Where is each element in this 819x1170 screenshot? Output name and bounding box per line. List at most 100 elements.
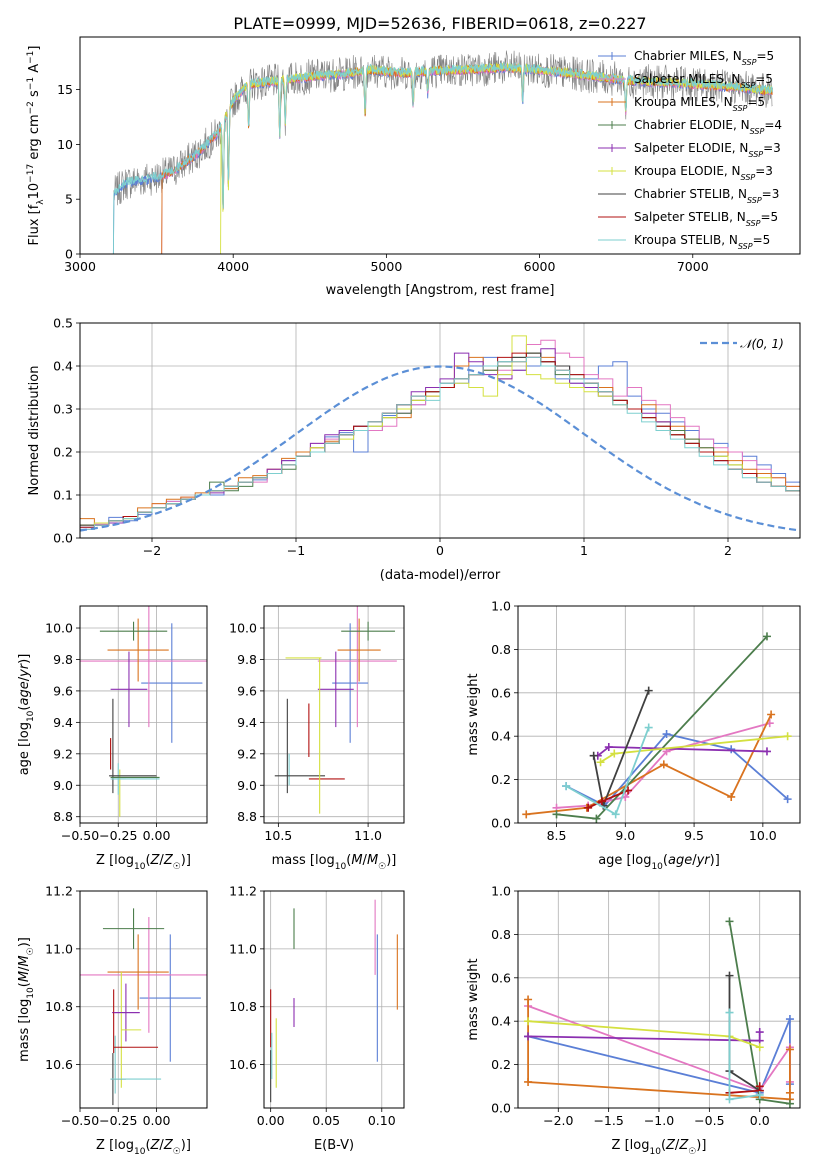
x-tick-label: 9.0: [615, 828, 635, 843]
x-axis-label-part: wavelength [Angstrom, rest frame]: [326, 283, 555, 298]
weight-marker: [524, 1017, 533, 1026]
weight-vs-age-lines: [522, 632, 792, 823]
weight-marker: [783, 732, 792, 741]
x-axis-label-part: 10: [134, 862, 146, 872]
legend-label: Chabrier MILES, N: [634, 49, 742, 63]
weight-vs-Z-panel: −2.0 −1.5 −1.0 −0.5 0.0 0.0 0.2 0.4 0.6 0.8 1.0 Z […: [466, 884, 801, 1157]
y-axis-label-part: −1: [26, 51, 36, 64]
y-tick-label: 0.4: [491, 729, 511, 744]
y-tick-label: 0.4: [491, 1014, 511, 1029]
y-tick-label: 9.0: [53, 778, 73, 793]
y-axis-label-part: yr: [17, 662, 32, 678]
x-tick-label: 8.5: [547, 828, 567, 843]
legend-sub: SSP: [738, 242, 753, 251]
legend-suffix: =3: [763, 141, 781, 155]
mass-vs-ebv-errorbars: [270, 899, 398, 1103]
legend-sub: SSP: [742, 58, 757, 67]
y-axis-label-part: ☉: [26, 947, 36, 955]
x-axis-label-part: /: [363, 853, 368, 868]
legend-entry: Kroupa STELIB, NSSP=5: [634, 233, 770, 251]
x-tick-label: −0.25: [99, 1113, 137, 1128]
weight-marker: [659, 760, 668, 769]
axes-frame: [79, 605, 208, 824]
y-tick-label: 1.0: [491, 884, 511, 899]
weight-marker: [755, 1082, 764, 1091]
x-axis-label-part: 10: [134, 1147, 146, 1157]
x-axis-label-part: Z: [678, 1138, 689, 1153]
legend-sub: SSP: [750, 127, 765, 136]
y-axis-label-part: λ: [36, 199, 46, 205]
x-tick-label: 10.0: [749, 828, 777, 843]
weight-marker: [662, 730, 671, 739]
y-axis-label: Normed distribution: [27, 366, 42, 496]
weight-marker: [755, 1028, 764, 1037]
weight-marker: [755, 1090, 764, 1099]
weight-marker: [644, 723, 653, 732]
x-axis-label-part: ☉: [688, 1147, 696, 1157]
age-vs-Z-errorbars: [80, 606, 207, 817]
weight-vs-age-panel: 8.5 9.0 9.5 10.0 0.0 0.2 0.4 0.6 0.8 1.0 age [log1…: [466, 599, 801, 872]
x-axis-label-part: M: [367, 853, 378, 868]
x-axis-label-part: M: [351, 853, 362, 868]
weight-marker: [562, 782, 571, 791]
x-axis-label-part: ☉: [173, 1147, 181, 1157]
x-axis-label-part: (: [145, 1138, 150, 1153]
age-vs-mass-panel: 10.5 11.0 8.8 9.0 9.2 9.4 9.6 9.8 10.0 mass [log1…: [229, 605, 405, 872]
legend-entry: Salpeter STELIB, NSSP=5: [634, 210, 778, 228]
y-tick-label: 10: [57, 137, 73, 152]
x-axis-label-part: Z: [150, 1138, 161, 1153]
y-axis-label-part: −17: [26, 164, 36, 183]
y-tick-label: 0.0: [491, 816, 511, 831]
legend-entry: Salpeter ELODIE, NSSP=3: [634, 141, 781, 159]
weight-marker: [597, 797, 606, 806]
x-tick-label: 0.00: [143, 1113, 171, 1128]
legend-label: Salpeter STELIB, N: [634, 210, 746, 224]
y-tick-label: 0.4: [53, 359, 73, 374]
weight-marker: [524, 995, 533, 1004]
y-tick-label: 10.0: [45, 621, 73, 636]
weight-marker: [584, 803, 593, 812]
x-axis-label-part: Z: [665, 1138, 676, 1153]
y-tick-label: 0: [65, 247, 73, 262]
histogram-step: [80, 352, 800, 538]
age-vs-Z-panel: −0.50 −0.25 0.00 8.8 9.0 9.2 9.4 9.6 9.8 10.0 Z [l…: [17, 605, 208, 872]
histogram-series: [80, 335, 800, 538]
y-axis-label-part: M: [17, 955, 32, 966]
y-tick-label: 10.6: [229, 1057, 257, 1072]
weight-marker: [611, 810, 620, 819]
x-axis-label-part: Z [log: [96, 853, 134, 868]
weight-marker: [785, 1015, 794, 1024]
weight-marker: [524, 1032, 533, 1041]
x-axis-label-part: mass [log: [272, 853, 335, 868]
weight-marker: [725, 917, 734, 926]
axes-frame: [263, 890, 405, 1109]
legend-label: Salpeter ELODIE, N: [634, 141, 748, 155]
legend-label: Kroupa ELODIE, N: [634, 164, 741, 178]
histogram-step: [80, 352, 800, 538]
x-axis-label-part: 10: [649, 1147, 661, 1157]
legend-entry: Kroupa ELODIE, NSSP=3: [634, 164, 773, 182]
y-axis-label-part: (: [17, 982, 32, 987]
x-axis-label-part: (: [145, 853, 150, 868]
y-axis-label-part: )]: [17, 937, 32, 947]
x-tick-label: 0.00: [143, 828, 171, 843]
y-tick-label: 9.6: [237, 683, 257, 698]
histogram-step: [80, 352, 800, 538]
y-tick-label: 9.8: [53, 652, 73, 667]
x-axis-label-part: yr: [696, 853, 712, 868]
x-axis-label-part: Z: [163, 853, 174, 868]
x-tick-label: 6000: [524, 259, 556, 274]
y-axis-label-part: ]: [27, 46, 42, 51]
x-axis-label-part: Z: [163, 1138, 174, 1153]
y-tick-label: 10.8: [229, 999, 257, 1014]
legend-sub: SSP: [747, 196, 762, 205]
x-axis-label-part: /: [692, 853, 697, 868]
y-axis-label-part: Flux [f: [27, 204, 42, 245]
x-axis-label-part: age: [668, 853, 692, 868]
x-tick-label: 0.05: [312, 1113, 340, 1128]
y-tick-label: 0.0: [53, 531, 73, 546]
x-tick-label: 10.5: [264, 828, 292, 843]
weight-marker: [727, 792, 736, 801]
axes-frame: [79, 36, 801, 255]
legend-suffix: =5: [755, 72, 773, 86]
